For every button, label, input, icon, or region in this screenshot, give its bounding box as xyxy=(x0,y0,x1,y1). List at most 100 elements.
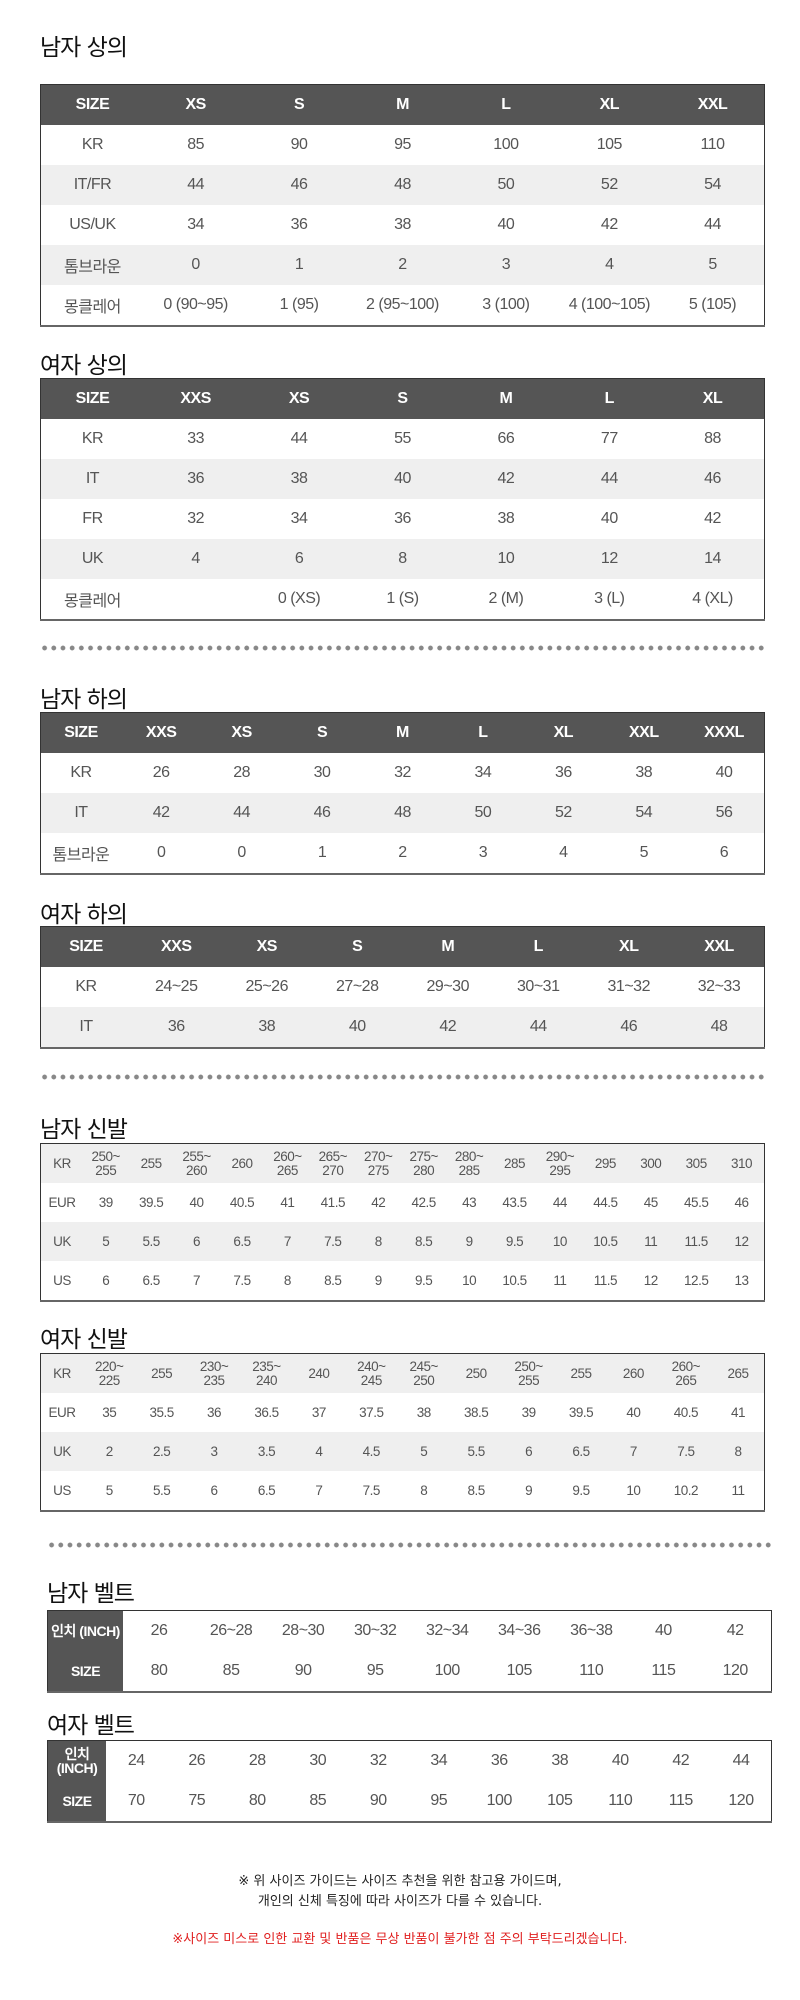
table-cell: 9 xyxy=(525,1482,533,1498)
table-cell: 1 (95) xyxy=(279,296,319,313)
table-row: 몽클레어 0 (90~95) 1 (95) 2 (95~100) 3 (100) 4 (1… xyxy=(41,285,765,326)
header-row: SIZE XXS XS S M L XL XXL XXXL xyxy=(40,712,765,753)
table-cell: 290~ 295 xyxy=(537,1143,583,1183)
table-cell: 250 xyxy=(449,1353,503,1393)
table-cell: 6 xyxy=(173,1222,220,1261)
table-cell: 90 xyxy=(290,136,308,153)
table-cell: 6 xyxy=(102,1272,110,1288)
table-cell: 28~30 xyxy=(281,1622,325,1639)
table-cell: 95 xyxy=(394,136,411,153)
table-cell: 44 xyxy=(557,459,662,499)
table-cell: 34 xyxy=(187,216,205,233)
row-label: KR xyxy=(70,764,92,781)
header-cell: L xyxy=(557,378,662,419)
table-cell: 40.5 xyxy=(673,1404,699,1420)
table-cell: 38 xyxy=(635,764,653,781)
table-cell: 50 xyxy=(442,793,524,833)
table-cell: 37.5 xyxy=(359,1404,384,1420)
table-cell: 265~ 270 xyxy=(310,1143,356,1183)
table-cell: 44 xyxy=(493,1007,584,1048)
table-cell: 7 xyxy=(607,1432,660,1471)
table-cell: 6.5 xyxy=(142,1272,160,1288)
table-cell: 5.5 xyxy=(152,1482,171,1498)
header-cell: XXL xyxy=(603,712,684,753)
table-cell: 10.5 xyxy=(502,1272,527,1288)
table-row: KR 24~25 25~26 27~28 29~30 30~31 31~32 32~33 xyxy=(41,967,765,1007)
table-cell: 14 xyxy=(661,539,765,579)
table-cell: 44 xyxy=(704,216,721,233)
table-cell: 6 xyxy=(719,844,729,861)
table-cell: 105 xyxy=(547,1792,573,1809)
table-cell: 46 xyxy=(281,793,363,833)
table-cell: 54 xyxy=(661,165,765,205)
table-cell: 43.5 xyxy=(502,1194,527,1210)
table-cell: 45.5 xyxy=(684,1194,709,1210)
table-cell: 270~ 275 xyxy=(355,1143,401,1183)
table-cell: 110 xyxy=(608,1792,633,1809)
row-label: KR xyxy=(40,1143,83,1183)
table-row: KR 26 28 30 32 34 36 38 40 xyxy=(41,753,765,793)
table-cell: 48 xyxy=(674,1007,765,1048)
table-cell: 39.5 xyxy=(138,1194,164,1210)
table-cell: 40 xyxy=(312,1007,403,1048)
table-cell: 32 xyxy=(394,764,411,781)
table-cell: 10.5 xyxy=(582,1222,629,1261)
table-cell: 48 xyxy=(362,793,443,833)
table-cell: 3 xyxy=(478,844,488,861)
table-cell: 32~34 xyxy=(425,1622,469,1639)
row-label: FR xyxy=(82,510,103,527)
table-cell: 43 xyxy=(462,1194,477,1210)
table-row: IT 42 44 46 48 50 52 54 56 xyxy=(40,793,765,833)
table-cell: 260~ 265 xyxy=(659,1353,713,1393)
row-label: KR xyxy=(81,136,104,153)
header-cell: S xyxy=(247,84,351,125)
table-cell: 2 (95~100) xyxy=(366,296,439,313)
table-cell: 33 xyxy=(187,430,205,447)
header-cell: SIZE xyxy=(40,926,131,967)
table-row: KR 250~ 255 255 255~ 260 260 260~ 265 265~ 270… xyxy=(40,1143,765,1183)
table-cell: 105 xyxy=(506,1662,533,1679)
header-cell: XL xyxy=(661,378,765,419)
table-cell: 6 xyxy=(247,539,351,579)
row-label: US xyxy=(53,1272,71,1288)
table-cell: 110 xyxy=(700,136,726,153)
table-cell: 46 xyxy=(247,165,351,205)
table-row: IT/FR 44 46 48 50 52 54 xyxy=(40,165,765,205)
table-cell: 52 xyxy=(523,793,604,833)
row-label: 톰브라운 xyxy=(40,245,144,285)
header-row: SIZE XS S M L XL XXL xyxy=(40,84,765,125)
row-label: KR xyxy=(75,978,97,995)
table-cell: 88 xyxy=(704,430,721,447)
table-cell: 5 xyxy=(639,844,649,861)
row-label: 인치 (INCH) xyxy=(47,1740,106,1781)
table-cell: 36 xyxy=(131,1007,222,1048)
header-row: SIZE XXS XS S M L XL XXL xyxy=(40,926,765,967)
table-cell: 3.5 xyxy=(240,1432,293,1471)
row-label: US xyxy=(53,1482,71,1498)
table-cell: 4 xyxy=(292,1432,346,1471)
table-cell: 120 xyxy=(728,1792,754,1809)
header-cell: S xyxy=(350,378,455,419)
table-cell: 6.5 xyxy=(257,1482,276,1498)
header-cell: L xyxy=(442,712,524,753)
table-cell: 275~ 280 xyxy=(400,1143,447,1183)
table-cell: 3 xyxy=(187,1432,241,1471)
footer-warning: ※사이즈 미스로 인한 교환 및 반품은 무상 반품이 불가한 점 주의 부탁드… xyxy=(172,1932,628,1947)
table-cell: 7.5 xyxy=(362,1482,381,1498)
table-cell: 115 xyxy=(651,1662,676,1679)
table-cell: 5.5 xyxy=(449,1432,503,1471)
table-cell: 28 xyxy=(233,764,250,781)
row-label: UK xyxy=(40,1432,83,1471)
table-cell: 36 xyxy=(554,764,572,781)
row-label: 몽클레어 xyxy=(64,593,121,610)
table-cell: 5 (105) xyxy=(688,296,737,313)
header-cell: XS xyxy=(143,84,248,125)
table-cell: 1 xyxy=(317,844,327,861)
table-cell: 100 xyxy=(493,136,519,153)
table-cell: 42 xyxy=(371,1194,386,1210)
table-cell: 9 xyxy=(446,1222,492,1261)
table-cell: 3 xyxy=(454,245,558,285)
footer-note-line1: ※ 위 사이즈 가이드는 사이즈 추천을 위한 참고용 가이드며, xyxy=(238,1874,562,1889)
mens-tops-title: 남자 상의 xyxy=(40,35,128,61)
table-cell: 4.5 xyxy=(345,1432,398,1471)
